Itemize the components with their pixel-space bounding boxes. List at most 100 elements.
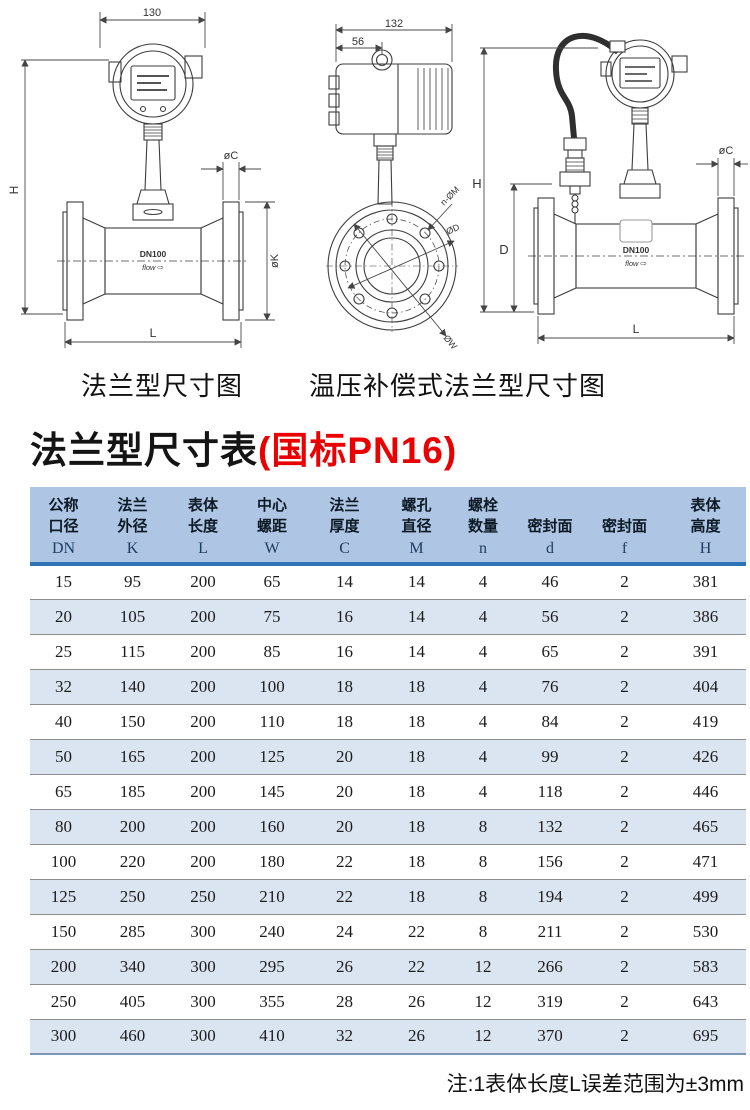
table-cell: 250 bbox=[50, 991, 77, 1011]
meter-neck bbox=[132, 123, 174, 221]
table-cell: 419 bbox=[692, 711, 719, 731]
dim-L: L bbox=[150, 326, 157, 340]
table-cell: 285 bbox=[119, 921, 146, 941]
column-header-text: 螺距 bbox=[257, 518, 288, 535]
table-cell: 15 bbox=[55, 572, 72, 592]
table-cell: 4 bbox=[478, 676, 488, 696]
table-cell: 240 bbox=[259, 921, 285, 941]
column-header-text: 螺栓 bbox=[468, 497, 499, 514]
column-header-text: 数量 bbox=[468, 518, 499, 535]
table-cell: 16 bbox=[336, 641, 354, 661]
flange-type-drawing: 130 H øC øK L DN100 flow ⇨ bbox=[7, 7, 281, 348]
body-label: DN100 bbox=[623, 245, 650, 255]
table-cell: 18 bbox=[408, 816, 426, 836]
table-cell: 4 bbox=[478, 606, 488, 626]
table-cell: 250 bbox=[119, 886, 146, 906]
table-cell: 200 bbox=[190, 781, 216, 801]
table-cell: 14 bbox=[408, 641, 426, 661]
table-cell: 410 bbox=[259, 1026, 285, 1046]
tp-compensated-drawing: H D øC L DN100 flow ⇨ bbox=[472, 32, 748, 344]
table-cell: 20 bbox=[336, 746, 354, 766]
table-cell: 446 bbox=[692, 781, 719, 801]
dim-130: 130 bbox=[143, 7, 161, 19]
table-cell: 2 bbox=[620, 711, 629, 731]
label-oD: ØD bbox=[445, 222, 462, 237]
table-cell: 2 bbox=[620, 676, 629, 696]
table-cell: 8 bbox=[478, 886, 488, 906]
label-oW: ØW bbox=[441, 333, 459, 352]
dim-132: 132 bbox=[385, 18, 403, 30]
table-cell: 18 bbox=[336, 676, 354, 696]
table-cell: 220 bbox=[119, 851, 146, 871]
table-cell: 200 bbox=[119, 816, 146, 836]
dim-oC: øC bbox=[224, 150, 239, 162]
column-header-text bbox=[516, 495, 584, 516]
transmitter-head-side bbox=[328, 49, 453, 135]
pressure-hose bbox=[552, 32, 626, 139]
column-header-text bbox=[584, 495, 665, 516]
column-header-DN: 公称 口径 DN bbox=[30, 487, 97, 564]
table-cell: 2 bbox=[620, 606, 629, 626]
table-cell: 583 bbox=[692, 956, 719, 976]
table-cell: 99 bbox=[541, 746, 559, 766]
column-header-text: 外径 bbox=[117, 518, 148, 535]
caption-tp-compensated: 温压补偿式法兰型尺寸图 bbox=[308, 371, 606, 401]
table-cell: 165 bbox=[119, 746, 146, 766]
table-cell: 20 bbox=[55, 606, 72, 626]
page-title: 法兰型尺寸表(国标PN16) bbox=[30, 420, 457, 474]
table-cell: 2 bbox=[620, 1026, 629, 1046]
table-cell: 200 bbox=[190, 572, 216, 592]
table-cell: 110 bbox=[259, 711, 285, 731]
table-cell: 12 bbox=[474, 1026, 492, 1046]
table-cell: 530 bbox=[692, 921, 719, 941]
table-cell: 118 bbox=[537, 781, 563, 801]
table-cell: 50 bbox=[55, 746, 72, 766]
column-header-f: 密封面 f bbox=[584, 487, 665, 564]
column-header-H: 表体 高度 H bbox=[665, 487, 746, 564]
table-cell: 8 bbox=[478, 921, 488, 941]
table-cell: 8 bbox=[478, 816, 488, 836]
table-cell: 340 bbox=[119, 956, 146, 976]
table-cell: 2 bbox=[620, 781, 629, 801]
table-cell: 8 bbox=[478, 851, 488, 871]
column-header-C: 法兰 厚度 C bbox=[306, 487, 383, 564]
page-title-highlight: (国标PN16) bbox=[258, 430, 458, 471]
column-header-text: 密封面 bbox=[527, 518, 573, 535]
column-header-text: 高度 bbox=[690, 518, 721, 535]
table-cell: 14 bbox=[408, 572, 426, 592]
table-cell: 200 bbox=[190, 606, 216, 626]
column-header-text: 法兰 bbox=[117, 497, 148, 514]
table-cell: 32 bbox=[55, 676, 72, 696]
table-cell: 295 bbox=[259, 956, 285, 976]
table-cell: 4 bbox=[478, 711, 488, 731]
table-cell: 125 bbox=[50, 886, 77, 906]
table-cell: 12 bbox=[474, 956, 492, 976]
table-cell: 46 bbox=[541, 572, 559, 592]
table-header-row: 公称 口径 DN 法兰 外径 K 表体 长度 L 中心 螺距 W 法兰 厚度 C 螺孔 直径 M 螺栓 数量 n 密封面 d… bbox=[30, 487, 746, 564]
table-cell: 16 bbox=[336, 606, 354, 626]
table-cell: 2 bbox=[620, 572, 629, 592]
table-cell: 200 bbox=[190, 851, 216, 871]
flowmeter-side-view bbox=[57, 43, 249, 321]
table-cell: 20 bbox=[336, 816, 354, 836]
table-cell: 2 bbox=[620, 641, 629, 661]
page-title-main: 法兰型尺寸表 bbox=[30, 430, 258, 471]
table-cell: 2 bbox=[620, 746, 629, 766]
table-body: 15 95 200 65 14 14 4 46 2 381 20 105 200 75 16 14 4 56 2 38… bbox=[30, 564, 746, 1054]
dimension-lines bbox=[335, 24, 455, 337]
table-cell: 381 bbox=[692, 572, 719, 592]
table-cell: 22 bbox=[336, 851, 354, 871]
table-cell: 18 bbox=[336, 711, 354, 731]
table-cell: 85 bbox=[263, 641, 281, 661]
table-cell: 465 bbox=[692, 816, 719, 836]
column-header-text: 厚度 bbox=[329, 518, 360, 535]
footnote: 注:1表体长度L误差范围为±3mm bbox=[446, 1073, 744, 1096]
meter-body bbox=[57, 201, 249, 321]
column-header-text: 中心 bbox=[257, 497, 288, 514]
table-cell: 266 bbox=[537, 956, 563, 976]
column-header-text: 法兰 bbox=[329, 497, 360, 514]
table-cell: 695 bbox=[692, 1026, 719, 1046]
table-cell: 105 bbox=[119, 606, 146, 626]
table-cell: 300 bbox=[190, 921, 216, 941]
